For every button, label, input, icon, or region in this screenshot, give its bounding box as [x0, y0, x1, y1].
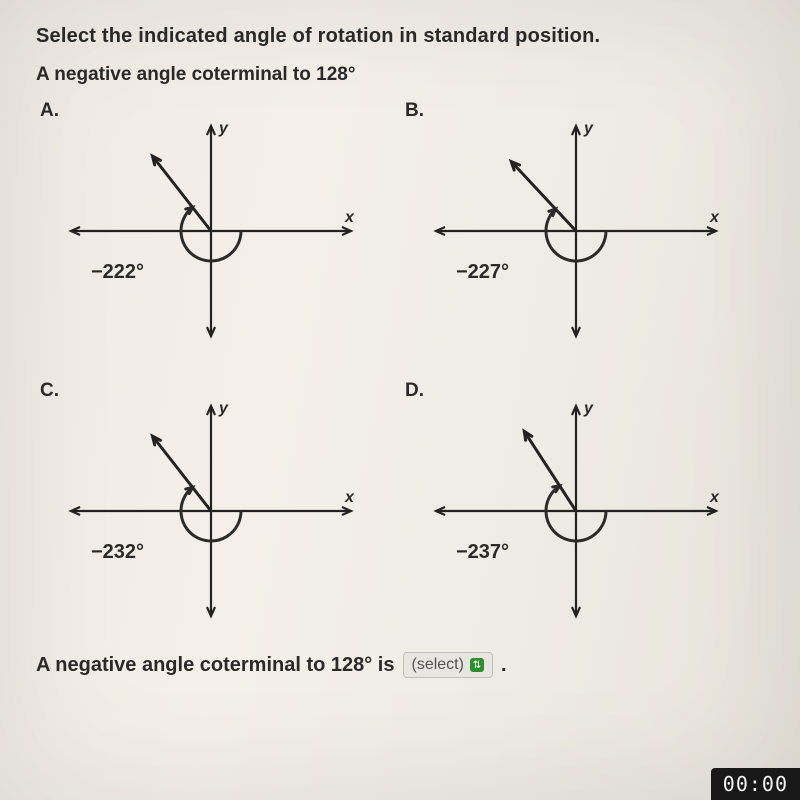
prompt-title: Select the indicated angle of rotation i… — [36, 22, 772, 50]
x-axis-label: x — [710, 209, 719, 227]
x-axis-label: x — [345, 489, 354, 507]
angle-value-label: −222° — [91, 261, 144, 284]
angle-diagram — [56, 106, 376, 356]
y-axis-label: y — [219, 400, 228, 418]
option-cell[interactable]: B.yx−227° — [401, 96, 736, 366]
x-axis-label: x — [345, 209, 354, 227]
answer-select-placeholder: (select) — [412, 656, 464, 674]
timer-badge: 00:00 — [711, 768, 800, 800]
y-axis-label: y — [584, 120, 593, 138]
angle-value-label: −227° — [456, 261, 509, 284]
option-cell[interactable]: D.yx−237° — [401, 376, 736, 646]
angle-diagram — [56, 386, 376, 636]
y-axis-label: y — [219, 120, 228, 138]
angle-diagram — [421, 386, 741, 636]
x-axis-label: x — [710, 489, 719, 507]
angle-diagram — [421, 106, 741, 356]
prompt-subtitle: A negative angle coterminal to 128° — [36, 64, 772, 86]
diagram-wrap: y x −222° — [56, 106, 376, 356]
options-grid: A.yx−222°B.yx−227°C.yx−232°D.yx−237° — [36, 96, 736, 646]
diagram-wrap: y x −232° — [56, 386, 376, 636]
worksheet-page: Select the indicated angle of rotation i… — [0, 0, 800, 800]
option-cell[interactable]: C.yx−232° — [36, 376, 371, 646]
y-axis-label: y — [584, 400, 593, 418]
angle-value-label: −237° — [456, 541, 509, 564]
option-cell[interactable]: A.yx−222° — [36, 96, 371, 366]
chevron-up-down-icon: ⇅ — [470, 658, 484, 672]
answer-select[interactable]: (select) ⇅ — [403, 652, 493, 678]
answer-suffix: . — [501, 654, 507, 677]
diagram-wrap: y x −237° — [421, 386, 741, 636]
angle-value-label: −232° — [91, 541, 144, 564]
diagram-wrap: y x −227° — [421, 106, 741, 356]
answer-prefix: A negative angle coterminal to 128° is — [36, 654, 395, 677]
answer-line: A negative angle coterminal to 128° is (… — [36, 652, 772, 678]
